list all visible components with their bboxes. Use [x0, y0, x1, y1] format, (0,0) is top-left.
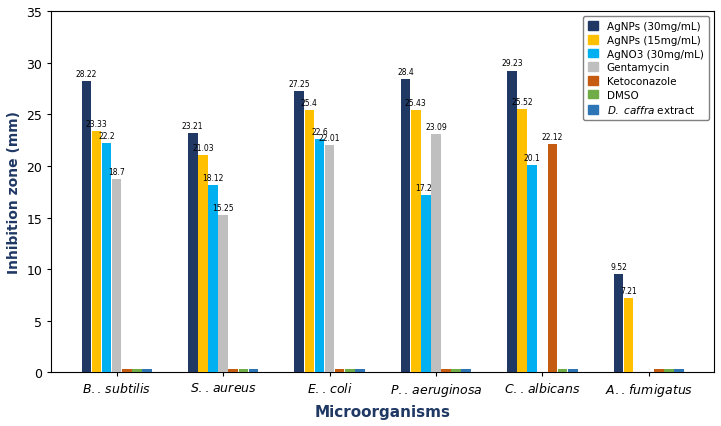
Text: 17.22: 17.22	[415, 183, 437, 192]
Bar	[568, 369, 578, 373]
Bar	[461, 369, 471, 373]
X-axis label: Microorganisms: Microorganisms	[315, 404, 451, 419]
Bar	[198, 156, 208, 373]
Bar	[654, 369, 664, 373]
Bar	[441, 369, 451, 373]
Text: 29.23: 29.23	[501, 59, 523, 68]
Bar	[558, 369, 567, 373]
Bar	[401, 80, 410, 373]
Text: 22.12: 22.12	[541, 132, 563, 141]
Text: 25.52: 25.52	[511, 98, 533, 106]
Bar	[518, 109, 527, 373]
Bar	[294, 92, 304, 373]
Bar	[249, 369, 258, 373]
Text: 15.25: 15.25	[212, 203, 234, 212]
Text: 20.1: 20.1	[524, 153, 541, 162]
Bar	[92, 132, 101, 373]
Text: 21.03: 21.03	[192, 144, 213, 153]
Bar	[102, 144, 111, 373]
Text: 25.4: 25.4	[301, 99, 318, 108]
Text: 22.6: 22.6	[311, 128, 328, 137]
Bar	[624, 298, 633, 373]
Bar	[239, 369, 248, 373]
Bar	[664, 369, 674, 373]
Text: 28.22: 28.22	[76, 70, 97, 79]
Bar	[112, 180, 121, 373]
Bar	[614, 274, 623, 373]
Text: 23.21: 23.21	[182, 121, 203, 130]
Bar	[674, 369, 684, 373]
Text: 27.25: 27.25	[288, 80, 310, 89]
Bar	[508, 72, 517, 373]
Bar	[132, 369, 141, 373]
Bar	[324, 146, 335, 373]
Bar	[335, 369, 345, 373]
Bar	[122, 369, 131, 373]
Text: 22.2: 22.2	[98, 132, 115, 141]
Text: 23.33: 23.33	[86, 120, 107, 129]
Bar	[355, 369, 365, 373]
Text: 23.09: 23.09	[425, 123, 447, 132]
Bar	[451, 369, 461, 373]
Bar	[81, 82, 91, 373]
Bar	[229, 369, 238, 373]
Y-axis label: Inhibition zone (mm): Inhibition zone (mm)	[7, 111, 21, 273]
Bar	[431, 135, 441, 373]
Text: 18.12: 18.12	[203, 174, 224, 183]
Text: 18.7: 18.7	[108, 168, 125, 177]
Bar	[142, 369, 151, 373]
Bar	[548, 145, 557, 373]
Bar	[345, 369, 355, 373]
Bar	[218, 216, 228, 373]
Bar	[314, 140, 324, 373]
Bar	[528, 165, 537, 373]
Text: 7.21: 7.21	[620, 286, 637, 295]
Text: 25.43: 25.43	[405, 98, 427, 107]
Bar	[208, 186, 218, 373]
Text: 22.01: 22.01	[319, 134, 340, 143]
Bar	[421, 195, 430, 373]
Legend: AgNPs (30mg/mL), AgNPs (15mg/mL), AgNO3 (30mg/mL), Gentamycin, Ketoconazole, DMS: AgNPs (30mg/mL), AgNPs (15mg/mL), AgNO3 …	[583, 17, 709, 121]
Text: 28.4: 28.4	[397, 68, 414, 77]
Bar	[304, 111, 314, 373]
Bar	[188, 133, 198, 373]
Text: 9.52: 9.52	[610, 262, 627, 271]
Bar	[411, 110, 420, 373]
